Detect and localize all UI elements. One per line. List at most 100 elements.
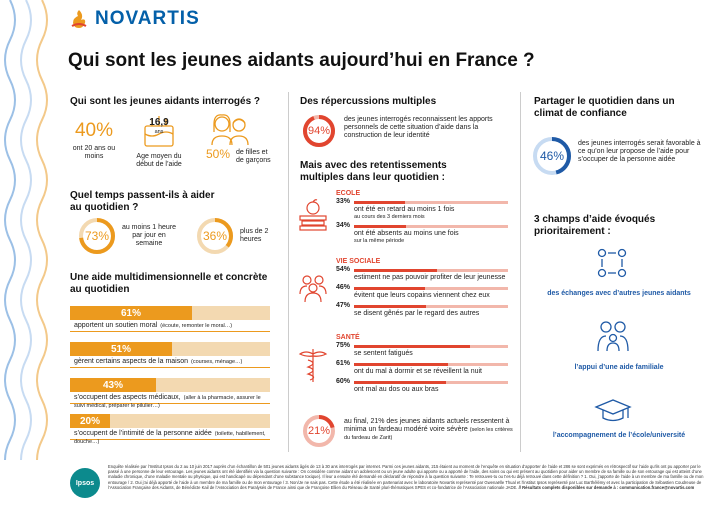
column-divider bbox=[288, 92, 289, 452]
help-divider bbox=[70, 367, 270, 368]
help-bar: 43% bbox=[70, 378, 156, 392]
repercussions-donut: 94% bbox=[302, 114, 336, 148]
share-donut: 46% bbox=[532, 136, 572, 176]
final-detail: (selon les critères du fardeau de Zarit) bbox=[344, 427, 513, 441]
group-exchange-icon bbox=[597, 248, 627, 278]
who-heading: Qui sont les jeunes aidants interrogés ? bbox=[70, 96, 261, 107]
impact-group-title: VIE SOCIALE bbox=[336, 258, 381, 265]
impact-value: 47% bbox=[336, 302, 351, 309]
impact-group-title: ECOLE bbox=[336, 190, 361, 197]
fields-heading: 3 champs d’aide évoqués prioritairement … bbox=[534, 214, 656, 237]
t2-donut: 36% bbox=[196, 217, 234, 255]
impact-bar-track bbox=[354, 201, 508, 204]
final-value: 21% bbox=[307, 425, 331, 437]
impact-bar bbox=[354, 287, 425, 290]
impact-label-text: se disent gênés par le regard des autres bbox=[354, 310, 480, 317]
impact-value: 54% bbox=[336, 266, 351, 273]
final-donut-chart bbox=[303, 415, 335, 447]
help-value: 20% bbox=[79, 415, 100, 427]
impact-value: 33% bbox=[336, 198, 351, 205]
impact-label: se sentent fatigués bbox=[354, 350, 508, 358]
mean-age-label: Age moyen du début de l’aide bbox=[136, 153, 182, 168]
repercussions-value: 94% bbox=[307, 125, 331, 137]
final-donut: 21% bbox=[302, 414, 336, 448]
impact-value: 61% bbox=[336, 360, 351, 367]
mean-age-value: 16,9 bbox=[149, 117, 169, 128]
footer-contact: // Résultats complets disponibles sur de… bbox=[518, 484, 695, 490]
help-label-text: s’occupent des aspects médicaux, bbox=[74, 394, 181, 401]
share-heading: Partager le quotidien dans un climat de … bbox=[534, 96, 675, 119]
brand-name: NOVARTIS bbox=[95, 8, 200, 29]
impact-label-detail: au cours des 3 derniers mois bbox=[354, 214, 425, 220]
share-label: des jeunes interrogés serait favorable à… bbox=[578, 140, 701, 163]
impact-label: estiment ne pas pouvoir profiter de leur… bbox=[354, 274, 508, 282]
final-label-text: au final, 21% des jeunes aidants actuels… bbox=[344, 418, 510, 433]
impact-bar bbox=[354, 269, 438, 272]
help-label-detail: (écoute, remonter le moral…) bbox=[160, 323, 233, 329]
impact-bar bbox=[354, 225, 407, 228]
field-2: l’appui d’une aide familiale bbox=[574, 364, 664, 371]
impact-label-text: ont été en retard au moins 1 fois bbox=[354, 206, 455, 213]
t2-value: 36% bbox=[202, 229, 228, 243]
decorative-pattern bbox=[4, 0, 48, 460]
gender-value: 50% bbox=[206, 147, 231, 161]
impact-bar bbox=[354, 201, 405, 204]
help-label: gèrent certains aspects de la maison (cou… bbox=[74, 358, 270, 366]
t1-donut-chart bbox=[79, 218, 115, 254]
health-caduceus-icon bbox=[298, 349, 328, 382]
share-donut-chart bbox=[533, 137, 571, 175]
age-value: 40% bbox=[74, 120, 114, 141]
field-1: des échanges avec d’autres jeunes aidant… bbox=[547, 290, 691, 297]
t1-label: au moins 1 heure par jour en semaine bbox=[121, 224, 177, 247]
help-label-text: gèrent certains aspects de la maison bbox=[74, 358, 189, 365]
help-label-detail: (aller à la pharmacie, assurer le suivi … bbox=[74, 395, 261, 409]
impact-label-text: évitent que leurs copains viennent chez … bbox=[354, 292, 490, 299]
impact-label-text: estiment ne pas pouvoir profiter de leur… bbox=[354, 274, 506, 281]
impact-label-text: se sentent fatigués bbox=[354, 350, 413, 357]
impact-bar-track bbox=[354, 225, 508, 228]
column-divider bbox=[520, 92, 521, 452]
help-bar-track bbox=[70, 414, 270, 428]
impact-bar bbox=[354, 381, 447, 384]
footer-text: Enquête réalisée par l’Institut Ipsos du… bbox=[108, 464, 708, 490]
help-label: apportent un soutien moral (écoute, remon… bbox=[74, 322, 270, 330]
graduation-cap-icon bbox=[594, 399, 632, 422]
help-bar: 20% bbox=[70, 414, 110, 428]
t1-value: 73% bbox=[84, 229, 110, 243]
help-label-text: s’occupent de l’intimité de la personne … bbox=[74, 430, 212, 437]
help-label-detail: (toilette, habillement, douche…) bbox=[74, 431, 266, 445]
mean-age-unit: ans bbox=[154, 129, 164, 135]
girl-boy-icon bbox=[211, 114, 249, 146]
impact-value: 75% bbox=[336, 342, 351, 349]
impact-bar-track bbox=[354, 305, 508, 308]
social-life-icon bbox=[299, 275, 327, 303]
impact-label-text: ont du mal à dormir et se réveillent la … bbox=[354, 368, 483, 375]
page-title: Qui sont les jeunes aidants aujourd’hui … bbox=[68, 50, 535, 71]
impact-label: ont été absents au moins une fois sur la … bbox=[354, 230, 508, 245]
help-label: s’occupent des aspects médicaux, (aller à… bbox=[74, 394, 270, 410]
help-divider bbox=[70, 403, 270, 404]
impact-value: 46% bbox=[336, 284, 351, 291]
repercussions-donut-chart bbox=[303, 115, 335, 147]
impact-label-text: ont été absents au moins une fois bbox=[354, 230, 459, 237]
share-value: 46% bbox=[539, 149, 565, 163]
help-label: s’occupent de l’intimité de la personne … bbox=[74, 430, 270, 446]
impact-bar bbox=[354, 363, 448, 366]
impact-value: 60% bbox=[336, 378, 351, 385]
t1-donut: 73% bbox=[78, 217, 116, 255]
impact-label: évitent que leurs copains viennent chez … bbox=[354, 292, 508, 300]
repercussions-heading: Des répercussions multiples bbox=[300, 96, 437, 107]
help-value: 61% bbox=[120, 307, 141, 319]
field-3: l’accompagnement de l’école/université bbox=[552, 432, 686, 439]
t2-donut-chart bbox=[197, 218, 233, 254]
t2-label: plus de 2 heures bbox=[240, 228, 269, 243]
impact-label: ont été en retard au moins 1 fois au cour… bbox=[354, 206, 508, 221]
birthday-cake-icon bbox=[144, 116, 174, 147]
final-label: au final, 21% des jeunes aidants actuels… bbox=[344, 418, 514, 442]
help-bar: 51% bbox=[70, 342, 172, 356]
help-bar: 61% bbox=[70, 306, 192, 320]
impact-label: ont mal au dos ou aux bras bbox=[354, 386, 508, 394]
impact-label-detail: sur la même période bbox=[354, 238, 405, 244]
school-icon bbox=[299, 199, 327, 231]
novartis-logo: NOVARTIS bbox=[68, 8, 200, 30]
